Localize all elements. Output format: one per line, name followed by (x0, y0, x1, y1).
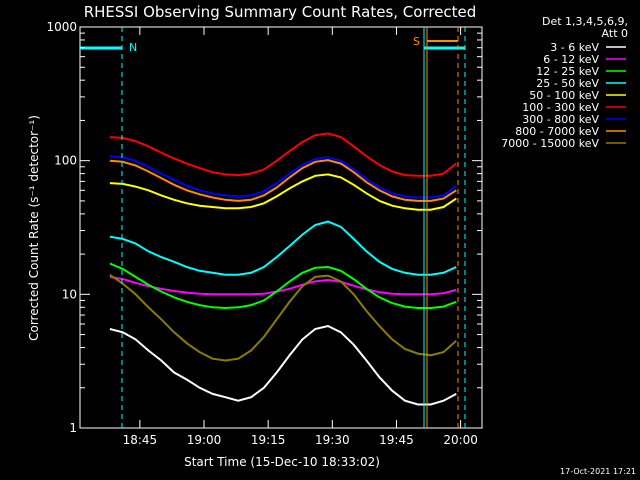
legend-label: 800 - 7000 keV (515, 125, 599, 138)
series-line-8 (109, 273, 457, 362)
legend-header-line-1: Det 1,3,4,5,6,9, (542, 15, 628, 28)
y-tick-label: 10 (62, 287, 77, 301)
series-line-4 (109, 173, 457, 211)
x-axis-label: Start Time (15-Dec-10 18:33:02) (184, 455, 380, 469)
y-axis-ticks: 1 10 100 1000 (46, 20, 482, 435)
legend-header-line-2: Att 0 (602, 27, 628, 40)
y-axis-label: Corrected Count Rate (s⁻¹ detector⁻¹) (27, 115, 41, 341)
x-tick-label: 20:00 (443, 433, 478, 447)
legend-label: 25 - 50 keV (536, 77, 599, 90)
chart-title: RHESSI Observing Summary Count Rates, Co… (84, 3, 477, 21)
x-tick-label: 19:45 (379, 433, 414, 447)
series-line-0 (109, 324, 457, 406)
legend-label: 100 - 300 keV (522, 101, 599, 114)
legend-label: 50 - 100 keV (529, 89, 599, 102)
series-line-2 (109, 262, 457, 310)
legend-label: 12 - 25 keV (536, 65, 599, 78)
series-line-1 (109, 275, 457, 296)
saa-marker-label: S (413, 35, 420, 48)
series-line-3 (109, 220, 457, 276)
series-layer (109, 132, 457, 406)
x-tick-label: 19:00 (187, 433, 222, 447)
legend-label: 6 - 12 keV (543, 53, 599, 66)
series-line-7 (109, 159, 457, 202)
legend-label: 300 - 800 keV (522, 113, 599, 126)
plot-frame (79, 26, 483, 429)
generation-timestamp: 17-Oct-2021 17:21 (560, 467, 636, 476)
y-tick-label: 1000 (46, 20, 77, 34)
legend-label: 3 - 6 keV (550, 41, 599, 54)
y-tick-label: 100 (54, 154, 77, 168)
series-line-6 (109, 155, 457, 199)
x-axis-ticks: 18:45 19:00 19:15 19:30 19:45 20:00 (123, 27, 478, 447)
legend-label: 7000 - 15000 keV (501, 137, 599, 150)
y-tick-label: 1 (69, 421, 77, 435)
x-tick-label: 19:30 (315, 433, 350, 447)
series-line-5 (109, 132, 457, 177)
x-tick-label: 19:15 (251, 433, 286, 447)
night-marker-label: N (129, 41, 137, 54)
x-tick-label: 18:45 (123, 433, 158, 447)
